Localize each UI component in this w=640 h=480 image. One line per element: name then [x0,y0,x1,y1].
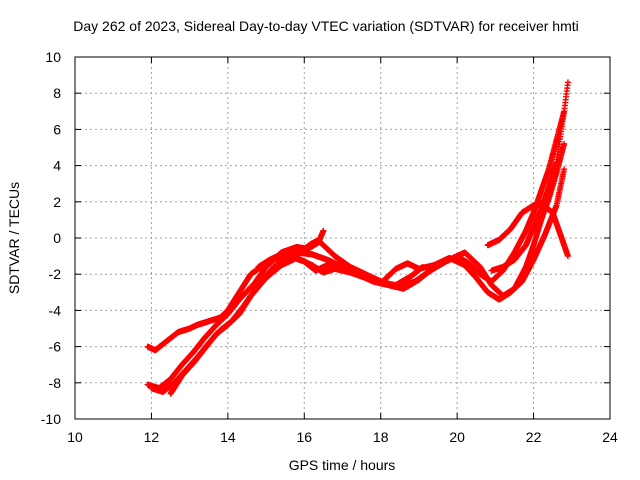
y-tick-label: 10 [45,49,61,65]
y-tick-label: 0 [53,230,61,246]
x-tick-label: 24 [602,429,618,445]
y-tick-label: -4 [49,302,62,318]
y-tick-label: 4 [53,158,61,174]
x-tick-label: 16 [296,429,312,445]
x-tick-labels: 10 12 14 16 18 20 22 24 [67,429,618,445]
y-tick-label: -8 [49,375,62,391]
y-tick-label: -6 [49,339,62,355]
x-tick-label: 18 [373,429,389,445]
y-tick-label: 8 [53,85,61,101]
data-point [564,79,571,86]
x-tick-label: 22 [526,429,542,445]
y-axis-label: SDTVAR / TECUs [6,182,22,294]
y-tick-label: -2 [49,266,62,282]
x-tick-label: 12 [144,429,160,445]
y-tick-label: 6 [53,121,61,137]
x-tick-label: 20 [449,429,465,445]
y-tick-label: 2 [53,194,61,210]
y-tick-labels: -10 -8 -6 -4 -2 0 2 4 6 8 10 [41,49,61,427]
x-tick-label: 14 [220,429,236,445]
y-tick-label: -10 [41,411,61,427]
x-axis-label: GPS time / hours [289,457,396,473]
data-points [144,79,571,397]
x-tick-label: 10 [67,429,83,445]
chart-title: Day 262 of 2023, Sidereal Day-to-day VTE… [73,18,579,34]
